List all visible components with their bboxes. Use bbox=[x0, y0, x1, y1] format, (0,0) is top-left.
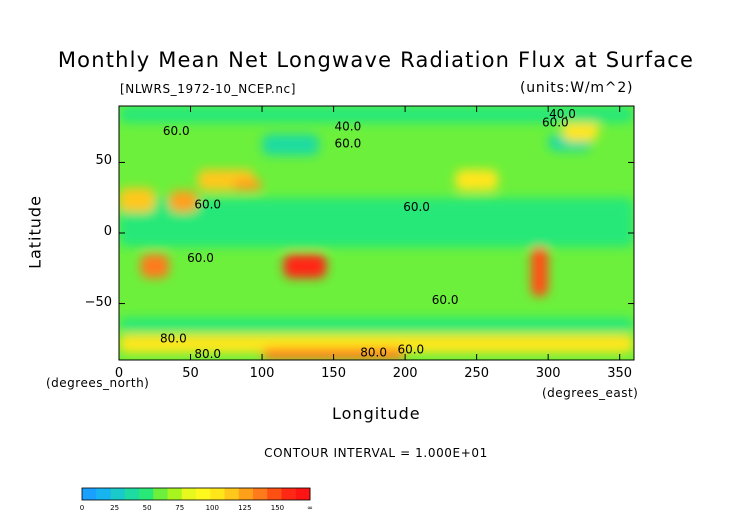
contour-label: 60.0 bbox=[163, 124, 190, 138]
y-units-caption: (degrees_north) bbox=[46, 376, 150, 390]
contour-interval: CONTOUR INTERVAL = 1.000E+01 bbox=[264, 446, 488, 460]
colorbar-swatch bbox=[210, 488, 225, 500]
colorbar-tick-label: 125 bbox=[238, 504, 251, 512]
y-axis-label: Latitude bbox=[25, 195, 45, 269]
contour-label: 60.0 bbox=[335, 137, 362, 151]
y-tick-label: 0 bbox=[103, 224, 112, 239]
x-tick-label: 150 bbox=[321, 366, 346, 381]
colorbar-tick-label: 50 bbox=[143, 504, 152, 512]
region-antarctic-coast bbox=[119, 334, 634, 353]
region-arabia bbox=[169, 190, 198, 212]
colorbar-swatch bbox=[82, 488, 97, 500]
colorbar-swatch bbox=[281, 488, 297, 500]
contour-label: 60.0 bbox=[542, 115, 569, 129]
colorbar-swatch bbox=[153, 488, 168, 500]
chart-subtitle: [NLWRS_1972-10_NCEP.nc] bbox=[120, 82, 297, 96]
colorbar-tick-label: 100 bbox=[206, 504, 219, 512]
contour-label: 60.0 bbox=[432, 293, 459, 307]
x-tick-label: 350 bbox=[607, 366, 633, 381]
x-tick-label: 200 bbox=[392, 366, 418, 381]
colorbar-tick-label: ∞ bbox=[307, 504, 313, 512]
colorbar-tick-label: 75 bbox=[175, 504, 184, 512]
colorbar-swatch bbox=[124, 488, 140, 500]
colorbar-swatch bbox=[196, 488, 211, 500]
region-sahara bbox=[119, 187, 155, 212]
region-siberia bbox=[262, 134, 320, 156]
x-tick-label: 0 bbox=[114, 366, 124, 381]
contour-label: 80.0 bbox=[160, 331, 187, 345]
x-tick-label: 300 bbox=[535, 366, 561, 381]
colorbar-tick-label: 150 bbox=[271, 504, 284, 512]
chart-title: Monthly Mean Net Longwave Radiation Flux… bbox=[57, 48, 695, 72]
colorbar-swatch bbox=[295, 488, 311, 500]
contour-label: 60.0 bbox=[403, 200, 430, 214]
colorbar-tick-label: 25 bbox=[110, 504, 119, 512]
x-axis-label: Longitude bbox=[332, 404, 421, 423]
contour-label: 40.0 bbox=[549, 107, 576, 121]
colorbar-swatch bbox=[110, 488, 126, 500]
units-label: (units:W/m^2) bbox=[520, 80, 634, 96]
colorbar-swatch bbox=[181, 488, 197, 500]
colorbar-swatch bbox=[224, 488, 240, 500]
contour-label: 60.0 bbox=[194, 197, 221, 211]
contour-labels: 60.0 40.060.040.060.060.0 60.060.060.080.0… bbox=[160, 107, 576, 361]
colorbar-frame bbox=[81, 487, 311, 501]
contour-label: 60.0 bbox=[397, 343, 424, 357]
contour-label: 80.0 bbox=[194, 347, 221, 361]
colorbar-swatch bbox=[167, 488, 183, 500]
y-tick-label: −50 bbox=[84, 294, 112, 310]
colorbar-tick-label: 0 bbox=[80, 504, 84, 512]
region-tibet bbox=[233, 179, 263, 191]
x-units-caption: (degrees_east) bbox=[542, 386, 639, 400]
x-tick-label: 250 bbox=[464, 366, 490, 381]
colorbar-swatch bbox=[267, 488, 282, 500]
region-southern-africa bbox=[140, 254, 170, 279]
x-tick-label: 50 bbox=[182, 366, 199, 381]
colorbar: 0 25 50 75 100 125 150 ∞ bbox=[80, 487, 313, 512]
region-north-america-west bbox=[455, 169, 499, 191]
colorbar-swatch bbox=[139, 488, 154, 500]
axis-ticks bbox=[118, 106, 634, 360]
region-southern-ocean bbox=[119, 317, 634, 332]
region-australia bbox=[283, 254, 327, 279]
colorbar-swatch bbox=[96, 488, 111, 500]
colorbar-swatch bbox=[253, 488, 268, 500]
contour-label: 60.0 bbox=[187, 251, 214, 265]
y-tick-label: 50 bbox=[95, 153, 112, 169]
region-arctic-ocean bbox=[119, 106, 634, 123]
region-tropical-band bbox=[119, 197, 634, 248]
region-andes bbox=[531, 247, 549, 297]
x-tick-label: 100 bbox=[249, 366, 275, 381]
colorbar-swatch bbox=[238, 488, 254, 500]
contour-label: 40.0 bbox=[335, 120, 362, 134]
contour-label: 80.0 bbox=[360, 345, 387, 359]
heatmap-regions bbox=[119, 106, 634, 360]
plot-area bbox=[119, 106, 634, 360]
